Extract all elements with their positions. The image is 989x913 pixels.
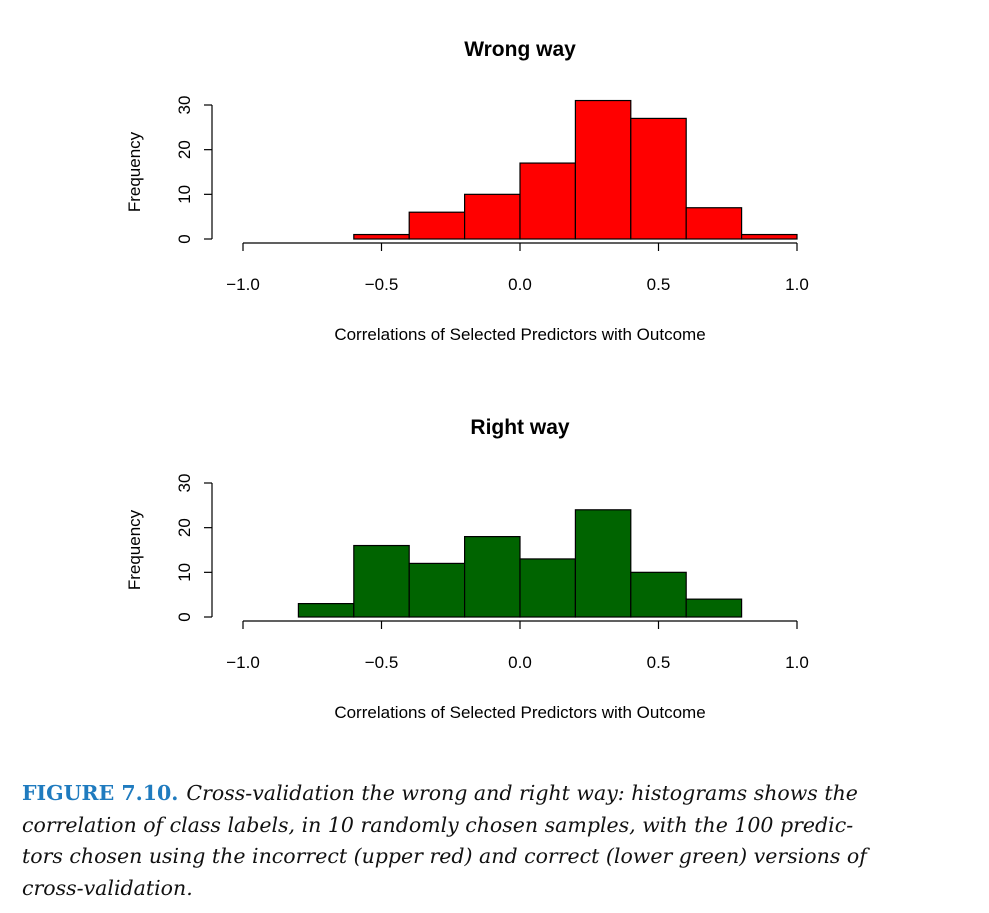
right-way-x-tick-label: 0.5 bbox=[647, 653, 671, 672]
wrong-way-bar bbox=[740, 233, 798, 240]
wrong-way-y-tick-label: 10 bbox=[175, 185, 194, 204]
wrong-way-y-tick-label: 0 bbox=[175, 234, 194, 243]
right-way-x-tick-label: −1.0 bbox=[226, 653, 260, 672]
right-way-x-tick-label: 1.0 bbox=[785, 653, 809, 672]
wrong-way-x-tick-label: 0.0 bbox=[508, 275, 532, 294]
right-way-title: Right way bbox=[470, 416, 569, 439]
wrong-way-x-tick-label: −0.5 bbox=[365, 275, 399, 294]
wrong-way-title: Wrong way bbox=[464, 38, 576, 61]
histogram-figure: Wrong way 0 10 20 30 Frequency −1.0 −0.5 0.0 0.5 1… bbox=[125, 38, 809, 722]
right-way-bar bbox=[297, 602, 355, 618]
wrong-way-x-tick-label: 1.0 bbox=[785, 275, 809, 294]
right-way-y-tick-label: 10 bbox=[175, 563, 194, 582]
wrong-way-y-tick-label: 20 bbox=[175, 140, 194, 159]
right-way-bar bbox=[464, 535, 521, 618]
wrong-way-bar bbox=[630, 117, 687, 240]
right-way-x-tick-label: −0.5 bbox=[365, 653, 399, 672]
right-way-y-tick-label: 30 bbox=[175, 474, 194, 493]
figure-label: FIGURE 7.10. bbox=[22, 781, 179, 805]
wrong-way-bar bbox=[408, 211, 466, 240]
right-way-x-label: Correlations of Selected Predictors with… bbox=[334, 703, 705, 722]
wrong-way-bar bbox=[353, 233, 410, 240]
wrong-way-x-label: Correlations of Selected Predictors with… bbox=[334, 325, 705, 344]
right-way-y-tick-label: 0 bbox=[175, 612, 194, 621]
wrong-way-y-tick-label: 30 bbox=[175, 96, 194, 115]
right-way-y-label: Frequency bbox=[125, 509, 144, 590]
wrong-way-bar bbox=[574, 99, 632, 240]
wrong-way-bar bbox=[685, 207, 743, 240]
right-way-bar bbox=[408, 562, 466, 618]
right-way-bar bbox=[574, 509, 632, 618]
wrong-way-y-label: Frequency bbox=[125, 131, 144, 212]
right-way-x-tick-label: 0.0 bbox=[508, 653, 532, 672]
right-way-bar bbox=[353, 544, 410, 618]
caption-line-3: tors chosen using the incorrect (upper r… bbox=[22, 844, 867, 868]
wrong-way-bar bbox=[519, 162, 577, 240]
wrong-way-x-tick-label: 0.5 bbox=[647, 275, 671, 294]
caption-line-4: cross-validation. bbox=[22, 875, 193, 900]
right-way-y-tick-label: 20 bbox=[175, 518, 194, 537]
figure-caption: FIGURE 7.10. Cross-validation the wrong a… bbox=[22, 778, 970, 904]
caption-line-1: FIGURE 7.10. Cross-validation the wrong a… bbox=[22, 781, 858, 805]
wrong-way-bar bbox=[464, 193, 521, 240]
right-way-bar bbox=[630, 571, 687, 618]
right-way-bar bbox=[519, 558, 577, 618]
right-way-bar bbox=[685, 598, 743, 618]
caption-line-2: correlation of class labels, in 10 rando… bbox=[22, 812, 854, 837]
wrong-way-x-tick-label: −1.0 bbox=[226, 275, 260, 294]
